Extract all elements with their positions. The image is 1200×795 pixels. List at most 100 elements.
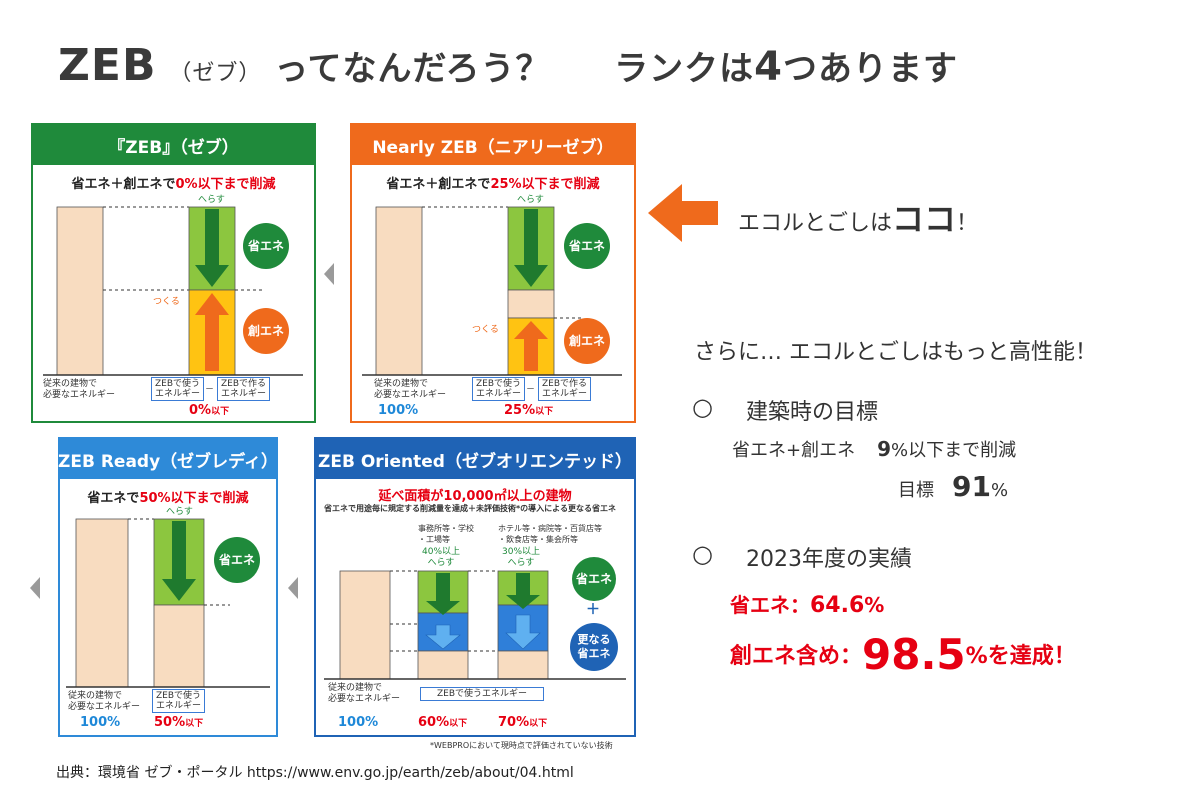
callout-arrow-icon bbox=[648, 184, 718, 242]
oriented-use-label: ZEBで使うエネルギー bbox=[420, 687, 544, 701]
goal-line2-pre: 目標 bbox=[898, 480, 934, 501]
oriented-reduce-arrow-1 bbox=[426, 573, 460, 615]
card-ready-subtitle-red: 50%以下まで削減 bbox=[139, 491, 249, 506]
card-ready-header: ZEB Ready（ゼブレディ） bbox=[58, 439, 278, 479]
callout-text: エコルとごしはココ！ bbox=[738, 194, 978, 240]
oriented-more-arrow-2 bbox=[505, 614, 541, 650]
card-nearly-diagram bbox=[362, 206, 622, 376]
title-ranks-num: 4 bbox=[754, 44, 783, 90]
oriented-base-pct: 100% bbox=[338, 715, 379, 730]
ready-remaining-block bbox=[153, 604, 205, 688]
goal-heading: 建築時の目標 bbox=[746, 400, 879, 425]
card-zeb-subtitle-red: 0%以下まで削減 bbox=[175, 177, 276, 192]
card-nearly-subtitle-red: 25%以下まで削減 bbox=[490, 177, 600, 192]
goal-line1-num: 9 bbox=[877, 437, 892, 461]
card-ready-subtitle-pre: 省エネで bbox=[87, 491, 140, 506]
result-create-line: 創エネ含め：98.5%を達成！ bbox=[730, 630, 1076, 679]
card-oriented-diagram bbox=[324, 570, 626, 680]
card-zeb-header: 『ZEB』（ゼブ） bbox=[33, 125, 314, 165]
result-create-post: %を達成！ bbox=[965, 644, 1076, 669]
ready-save-circle: 省エネ bbox=[214, 537, 260, 583]
zeb-reduce-arrow bbox=[195, 209, 229, 287]
nearly-save-circle: 省エネ bbox=[564, 223, 610, 269]
zeb-result: 0%以下 bbox=[189, 403, 229, 418]
ready-base-pct: 100% bbox=[80, 715, 121, 730]
card-nearly-zeb: Nearly ZEB（ニアリーゼブ） 省エネ＋創エネで25%以下まで削減 へらす… bbox=[350, 123, 636, 423]
nearly-make-label: つくる bbox=[472, 325, 499, 335]
title-ranks-post: つあります bbox=[783, 49, 958, 89]
result-save-value: 64.6 bbox=[810, 593, 865, 618]
page-title: ZEB （ゼブ） ってなんだろう？ ランクは4つあります bbox=[58, 40, 958, 91]
oriented-more-arrow-1 bbox=[425, 624, 461, 650]
ready-base-bar bbox=[75, 518, 129, 688]
nearly-reduce-arrow bbox=[514, 209, 548, 287]
oriented-base-label: 従来の建物で 必要なエネルギー bbox=[328, 683, 401, 704]
nearly-create-arrow bbox=[514, 321, 548, 371]
title-reading: （ゼブ） bbox=[169, 61, 262, 86]
oriented-plus: ＋ bbox=[586, 602, 600, 618]
oriented-base-bar bbox=[339, 570, 391, 680]
zeb-make-label: つくる bbox=[153, 297, 180, 307]
ready-reduce-label: へらす bbox=[166, 507, 193, 517]
zeb-use-label: ZEBで使う エネルギー bbox=[151, 377, 205, 401]
zeb-base-bar bbox=[56, 206, 104, 376]
zeb-base-label: 従来の建物で 必要なエネルギー bbox=[43, 379, 116, 400]
nearly-reduce-label: へらす bbox=[517, 195, 544, 205]
oriented-col2-label: ホテル等・病院等・百貨店等 ・飲食店等・集会所等 bbox=[498, 524, 602, 544]
oriented-result1-suffix: 以下 bbox=[449, 719, 468, 729]
nearly-use-label: ZEBで使う エネルギー bbox=[472, 377, 526, 401]
callout-big: ココ bbox=[892, 200, 957, 238]
nearly-result-suffix: 以下 bbox=[535, 407, 554, 417]
title-ranks-pre: ランクは bbox=[614, 49, 755, 89]
result-bullet-icon: ○ bbox=[692, 540, 713, 568]
card-zeb-subtitle-pre: 省エネ＋創エネで bbox=[71, 177, 176, 192]
goal-line2-num: 91 bbox=[952, 470, 991, 503]
source-citation: 出典：環境省 ゼブ・ポータル https://www.env.go.jp/ear… bbox=[56, 765, 574, 781]
nearly-remaining-block bbox=[507, 289, 555, 319]
oriented-note: 省エネで用途毎に規定する削減量を達成＋未評価技術*の導入による更なる省エネ bbox=[324, 504, 616, 513]
nearly-minus: － bbox=[526, 385, 536, 395]
nearly-base-bar bbox=[375, 206, 423, 376]
zeb-make-box-label: ZEBで作る エネルギー bbox=[217, 377, 271, 401]
card-ready-diagram bbox=[66, 518, 270, 688]
ready-result: 50%以下 bbox=[154, 715, 203, 730]
nearly-result: 25%以下 bbox=[504, 403, 553, 418]
oriented-footnote: *WEBPROにおいて現時点で評価されていない技術 bbox=[430, 741, 613, 750]
zeb-reduce-label: へらす bbox=[198, 195, 225, 205]
chevron-left-icon bbox=[324, 263, 334, 285]
result-save-label: 省エネ： bbox=[730, 593, 810, 617]
ready-result-suffix: 以下 bbox=[185, 719, 204, 729]
result-save-unit: % bbox=[864, 593, 885, 617]
more-performance-text: さらに… エコルとごしはもっと高性能！ bbox=[694, 340, 1097, 365]
result-create-label: 創エネ含め： bbox=[730, 644, 863, 669]
chevron-left-icon-2 bbox=[30, 577, 40, 599]
title-zeb: ZEB bbox=[58, 40, 157, 91]
oriented-result2-suffix: 以下 bbox=[529, 719, 548, 729]
oriented-more-circle: 更なる 省エネ bbox=[570, 623, 618, 671]
ready-reduce-arrow bbox=[162, 521, 196, 601]
card-zeb-ready: ZEB Ready（ゼブレディ） 省エネで50%以下まで削減 へらす 省エネ 従… bbox=[58, 437, 278, 737]
card-ready-subtitle: 省エネで50%以下まで削減 bbox=[60, 487, 276, 506]
nearly-result-value: 25% bbox=[504, 403, 536, 418]
oriented-col2-reduce: 30%以上 へらす bbox=[502, 547, 541, 568]
oriented-result2-value: 70% bbox=[498, 715, 530, 730]
oriented-result-1: 60%以下 bbox=[418, 715, 467, 730]
card-nearly-header: Nearly ZEB（ニアリーゼブ） bbox=[352, 125, 634, 165]
ready-use-label: ZEBで使う エネルギー bbox=[152, 689, 206, 713]
nearly-make-box-label: ZEBで作る エネルギー bbox=[538, 377, 592, 401]
nearly-create-circle: 創エネ bbox=[564, 318, 610, 364]
ready-base-label: 従来の建物で 必要なエネルギー bbox=[68, 691, 141, 712]
zeb-result-suffix: 以下 bbox=[211, 407, 230, 417]
nearly-base-pct: 100% bbox=[378, 403, 419, 418]
zeb-result-value: 0% bbox=[189, 403, 212, 418]
goal-bullet-icon: ○ bbox=[692, 393, 713, 421]
zeb-save-circle: 省エネ bbox=[243, 223, 289, 269]
card-zeb-oriented: ZEB Oriented（ゼブオリエンテッド） 延べ面積が10,000㎡以上の建… bbox=[314, 437, 636, 737]
nearly-base-label: 従来の建物で 必要なエネルギー bbox=[374, 379, 447, 400]
result-heading: 2023年度の実績 bbox=[746, 547, 912, 572]
oriented-result-2: 70%以下 bbox=[498, 715, 547, 730]
oriented-save-circle: 省エネ bbox=[572, 557, 616, 601]
oriented-col1-reduce: 40%以上 へらす bbox=[422, 547, 461, 568]
zeb-create-arrow bbox=[195, 293, 229, 371]
callout-pre: エコルとごしは bbox=[738, 211, 893, 236]
